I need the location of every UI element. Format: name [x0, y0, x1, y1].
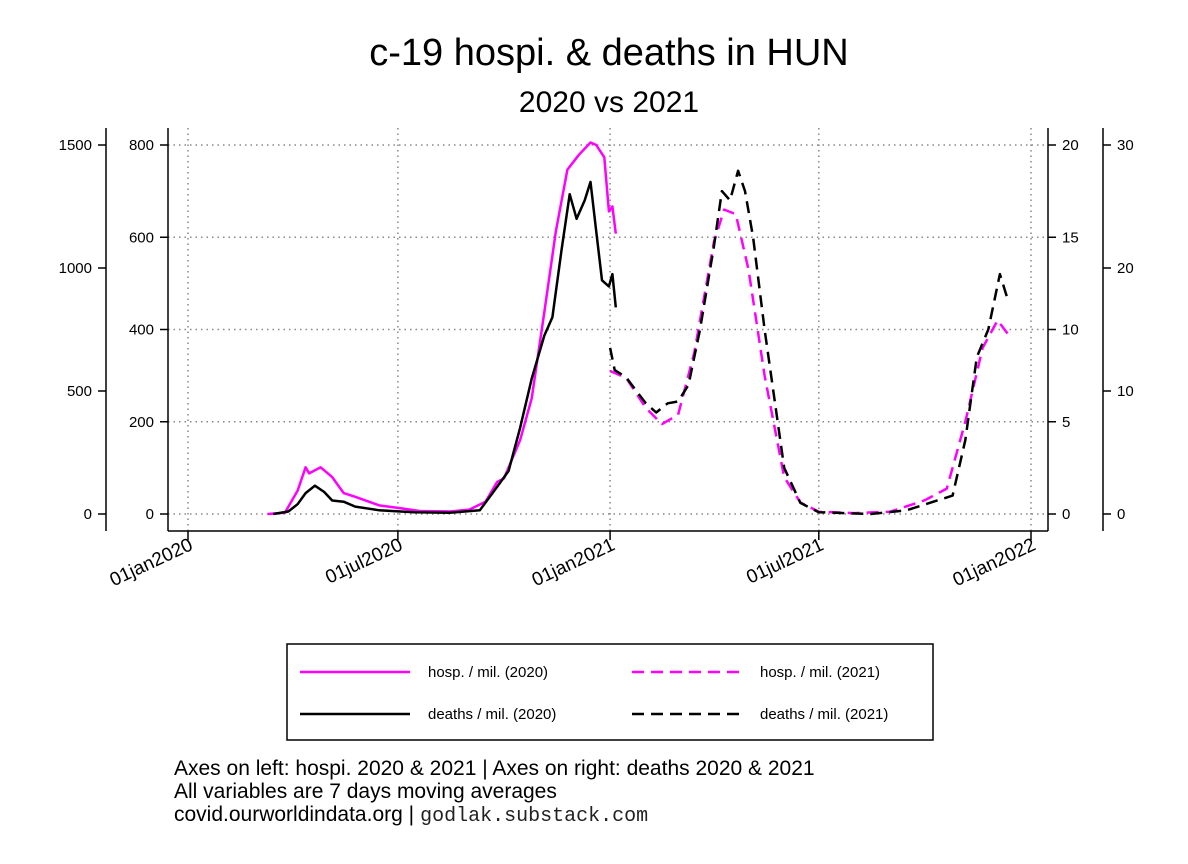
chart-title: c-19 hospi. & deaths in HUN — [369, 32, 849, 74]
axes-layer: 0500100015000200400600800051015200102030… — [59, 128, 1134, 591]
x-tick-label: 01jan2022 — [950, 534, 1039, 591]
series-line-1 — [273, 180, 618, 516]
y-tick-left-outer-label: 1500 — [59, 137, 92, 154]
y-tick-right-inner-label: 20 — [1062, 137, 1079, 154]
footnotes: Axes on left: hospi. 2020 & 2021 | Axes … — [174, 757, 815, 828]
y-tick-left-inner-label: 0 — [146, 506, 154, 523]
series-line-2 — [609, 208, 1009, 515]
x-tick-label: 01jan2021 — [529, 534, 618, 591]
series-line-3 — [608, 169, 1010, 516]
y-tick-right-inner-label: 10 — [1062, 322, 1079, 339]
legend-label: deaths / mil. (2021) — [760, 706, 888, 723]
y-tick-left-inner-label: 800 — [129, 137, 154, 154]
x-tick-label: 01jul2021 — [743, 534, 827, 588]
y-tick-right-outer-label: 0 — [1117, 506, 1125, 523]
note-moving-average: All variables are 7 days moving averages — [174, 780, 557, 803]
y-tick-right-outer-label: 20 — [1117, 260, 1134, 277]
legend-label: hosp. / mil. (2021) — [760, 664, 880, 681]
legend-box — [286, 643, 934, 741]
y-tick-left-inner-label: 600 — [129, 229, 154, 246]
y-tick-left-outer-label: 500 — [67, 383, 92, 400]
x-tick-label: 01jul2020 — [322, 534, 406, 588]
substack-text: godlak.substack.com — [420, 805, 649, 828]
x-tick-label: 01jan2020 — [107, 534, 196, 591]
y-tick-right-inner-label: 0 — [1062, 506, 1070, 523]
legend: hosp. / mil. (2020) hosp. / mil. (2021) de… — [286, 643, 934, 741]
series-layer — [267, 141, 1010, 516]
legend-label: deaths / mil. (2020) — [428, 706, 556, 723]
y-tick-right-outer-label: 30 — [1117, 137, 1134, 154]
y-tick-right-inner-label: 5 — [1062, 414, 1070, 431]
y-tick-left-inner-label: 200 — [129, 414, 154, 431]
y-tick-left-outer-label: 1000 — [59, 260, 92, 277]
y-tick-left-inner-label: 400 — [129, 322, 154, 339]
y-tick-right-outer-label: 10 — [1117, 383, 1134, 400]
legend-label: hosp. / mil. (2020) — [428, 664, 548, 681]
grid-layer — [168, 128, 1048, 531]
note-source: covid.ourworldindata.org | godlak.substac… — [174, 803, 815, 828]
chart-subtitle: 2020 vs 2021 — [518, 86, 700, 119]
series-line-0 — [267, 141, 618, 516]
note-axes: Axes on left: hospi. 2020 & 2021 | Axes … — [174, 757, 815, 780]
y-tick-left-outer-label: 0 — [84, 506, 92, 523]
source-text: covid.ourworldindata.org | — [174, 803, 415, 826]
y-tick-right-inner-label: 15 — [1062, 229, 1079, 246]
